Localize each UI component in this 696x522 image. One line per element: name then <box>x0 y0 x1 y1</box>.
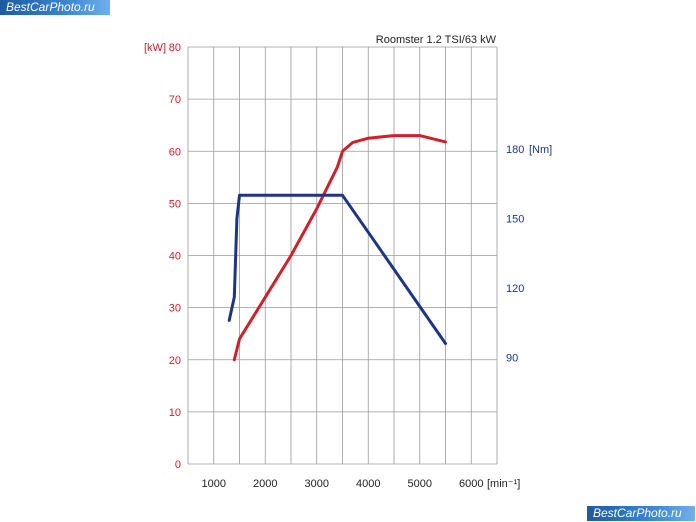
y-right-tick-label: 120 <box>506 283 524 295</box>
x-unit-label: [min⁻¹] <box>487 478 520 490</box>
y-left-tick-label: 0 <box>175 459 181 471</box>
watermark-bottom[interactable]: BestCarPhoto.ru <box>587 506 695 521</box>
y-left-tick-label: 10 <box>169 407 181 419</box>
chart-labels: 0 10 20 30 40 50 60 70 80[kW] 90 120 150 180 [Nm] 1000… <box>144 42 552 490</box>
chart-title: Roomster 1.2 TSI/63 kW <box>376 34 497 46</box>
power-curve-line <box>232 134 447 362</box>
x-tick-label: 5000 <box>408 478 432 490</box>
y-right-tick-label: 180 <box>506 144 524 156</box>
x-tick-label: 6000 <box>459 478 483 490</box>
x-tick-label: 1000 <box>202 478 226 490</box>
y-left-tick-label: 60 <box>169 146 181 158</box>
chart-series <box>227 134 447 362</box>
y-left-tick-label: 40 <box>169 251 181 263</box>
y-left-tick-label: 20 <box>169 355 181 367</box>
y-left-unit-label: [kW] <box>144 42 166 54</box>
torque-curve-line <box>227 193 447 345</box>
y-left-tick-label: 30 <box>169 303 181 315</box>
x-tick-label: 4000 <box>356 478 380 490</box>
y-left-tick-label: 70 <box>169 94 181 106</box>
y-right-tick-label: 90 <box>506 352 518 364</box>
x-tick-label: 3000 <box>305 478 329 490</box>
y-left-tick-label: 80 <box>169 42 181 54</box>
y-left-tick-label: 50 <box>169 198 181 210</box>
y-right-tick-label: 150 <box>506 213 524 225</box>
x-tick-label: 2000 <box>253 478 277 490</box>
y-right-unit-label: [Nm] <box>529 144 552 156</box>
watermark-top: BestCarPhoto.ru <box>0 0 110 15</box>
